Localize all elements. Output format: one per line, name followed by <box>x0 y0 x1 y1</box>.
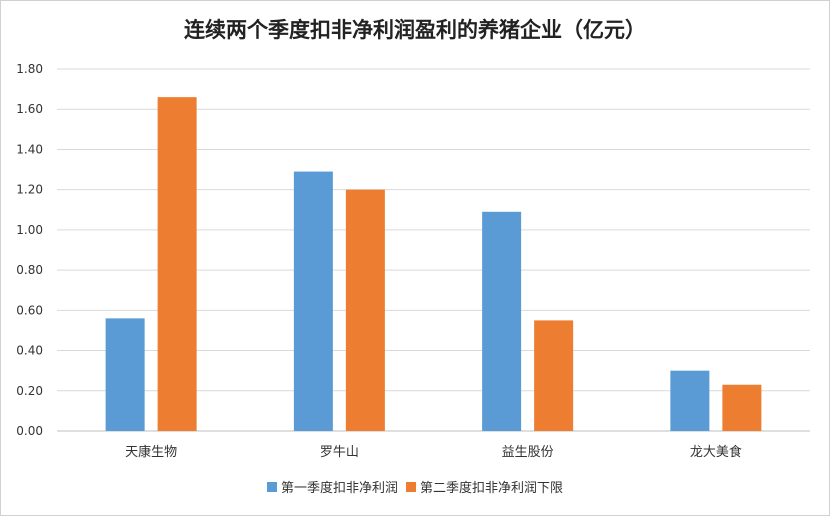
bar-1 <box>670 370 710 431</box>
legend-label-series-2: 第二季度扣非净利润下限 <box>420 481 564 496</box>
bar-2 <box>345 189 385 431</box>
y-tick-label: 1.40 <box>16 142 43 156</box>
x-tick-label: 益生股份 <box>502 445 554 460</box>
y-tick-label: 0.00 <box>16 424 43 438</box>
bar-2 <box>722 384 762 431</box>
y-tick-label: 1.00 <box>16 223 43 237</box>
x-tick-label: 罗牛山 <box>320 445 359 460</box>
y-tick-label: 0.40 <box>16 344 43 358</box>
x-tick-label: 龙大美食 <box>690 444 742 460</box>
y-tick-label: 0.80 <box>16 263 43 277</box>
bar-1 <box>482 211 522 431</box>
bar-1 <box>293 171 333 432</box>
y-tick-label: 1.60 <box>16 102 43 116</box>
legend-label-series-1: 第一季度扣非净利润 <box>280 481 398 496</box>
legend: 第一季度扣非净利润 第二季度扣非净利润下限 <box>0 477 830 496</box>
bar-2 <box>534 320 574 431</box>
y-tick-label: 0.20 <box>16 384 43 398</box>
legend-swatch-series-1 <box>266 481 277 492</box>
x-tick-label: 天康生物 <box>125 444 177 460</box>
y-tick-label: 1.20 <box>16 183 43 197</box>
y-tick-label: 1.80 <box>16 62 43 76</box>
legend-item-series-2: 第二季度扣非净利润下限 <box>406 477 563 496</box>
y-tick-label: 0.60 <box>16 303 43 317</box>
chart-title: 连续两个季度扣非净利润盈利的养猪企业（亿元） <box>184 17 646 42</box>
bar-2 <box>157 97 197 432</box>
legend-item-series-1: 第一季度扣非净利润 <box>266 477 398 496</box>
bar-1 <box>105 318 145 431</box>
legend-swatch-series-2 <box>406 481 416 492</box>
